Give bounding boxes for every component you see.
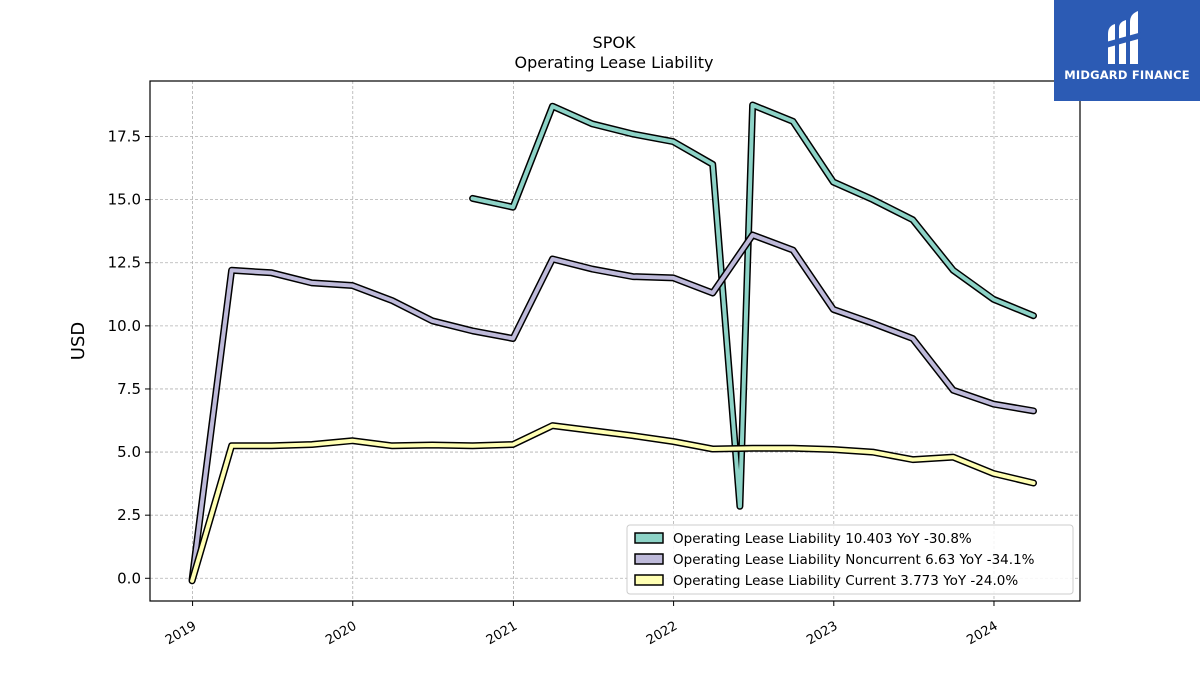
y-tick-label: 15.0 xyxy=(108,191,141,209)
y-axis-label: USD xyxy=(68,322,89,360)
plot-frame xyxy=(149,80,1081,602)
y-tick-label: 5.0 xyxy=(117,443,141,461)
y-tick-label: 12.5 xyxy=(108,254,141,272)
chart-title: SPOK xyxy=(593,33,636,52)
legend-entry: Operating Lease Liability Noncurrent 6.6… xyxy=(673,552,1035,568)
y-tick-label: 0.0 xyxy=(117,569,141,587)
series-0 xyxy=(469,101,1037,510)
y-tick-label: 10.0 xyxy=(108,317,141,335)
series-line xyxy=(190,233,1036,582)
legend-entry: Operating Lease Liability Current 3.773 … xyxy=(673,573,1018,589)
legend-swatch xyxy=(634,532,664,544)
legend-swatch xyxy=(634,574,664,586)
logo-text: MIDGARD FINANCE xyxy=(1064,68,1190,82)
series-line xyxy=(190,423,1036,583)
y-tick-label: 7.5 xyxy=(117,380,141,398)
series-line xyxy=(470,103,1036,509)
x-tick-label: 2020 xyxy=(323,619,359,649)
legend-entry: Operating Lease Liability 10.403 YoY -30… xyxy=(673,531,972,547)
x-tick-label: 2024 xyxy=(964,619,1000,649)
legend-swatch xyxy=(634,553,664,565)
series-2 xyxy=(188,422,1037,585)
y-tick-label: 2.5 xyxy=(117,506,141,524)
x-tick-label: 2021 xyxy=(484,619,520,649)
y-tick-label: 17.5 xyxy=(108,128,141,146)
x-tick-label: 2019 xyxy=(163,619,199,649)
x-tick-label: 2023 xyxy=(804,619,840,649)
midgard-logo: MIDGARD FINANCE xyxy=(1054,0,1200,101)
x-tick-label: 2022 xyxy=(644,619,680,649)
midgard-logo-icon xyxy=(1106,11,1142,64)
legend-box xyxy=(626,524,1074,595)
chart-subtitle: Operating Lease Liability xyxy=(514,53,713,72)
plot-lines xyxy=(188,101,1037,585)
series-1 xyxy=(188,231,1037,583)
grid xyxy=(150,81,1080,601)
legend: Operating Lease Liability 10.403 YoY -30… xyxy=(626,524,1074,595)
axis-ticks: 0.0 2.5 5.0 7.5 10.0 12.5 15.0 17.5 2019 2020 2021… xyxy=(108,128,1001,649)
